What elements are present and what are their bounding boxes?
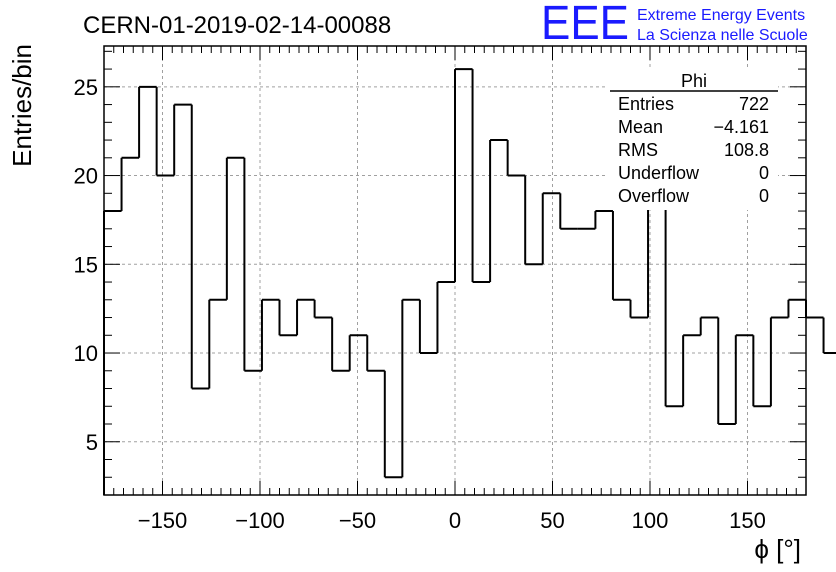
stats-name: Phi	[681, 71, 707, 91]
x-tick-label: −150	[138, 508, 188, 533]
logo-mark: EEE	[541, 0, 629, 50]
stats-value-entries: 722	[739, 94, 769, 114]
x-tick-label: 0	[449, 508, 461, 533]
stats-label-underflow: Underflow	[618, 163, 700, 183]
x-tick-label: 150	[729, 508, 766, 533]
logo-line1: Extreme Energy Events	[637, 7, 805, 24]
x-tick-label: −100	[235, 508, 285, 533]
y-tick-label: 25	[74, 75, 98, 100]
logo-line2: La Scienza nelle Scuole	[637, 27, 808, 44]
stats-value-mean: −4.161	[713, 117, 769, 137]
y-tick-label: 20	[74, 164, 98, 189]
stats-label-entries: Entries	[618, 94, 674, 114]
x-tick-label: 100	[632, 508, 669, 533]
y-tick-label: 10	[74, 341, 98, 366]
stats-value-overflow: 0	[759, 186, 769, 206]
stats-value-underflow: 0	[759, 163, 769, 183]
y-axis-title: Entries/bin	[7, 44, 37, 167]
stats-box: Phi Entries 722 Mean −4.161 RMS 108.8 Un…	[608, 70, 778, 210]
stats-label-rms: RMS	[618, 140, 658, 160]
eee-logo: EEE Extreme Energy Events La Scienza nel…	[541, 0, 808, 50]
x-tick-label: −50	[339, 508, 376, 533]
y-tick-label: 5	[86, 430, 98, 455]
stats-label-overflow: Overflow	[618, 186, 690, 206]
chart-title: CERN-01-2019-02-14-00088	[83, 12, 391, 39]
tick-labels: −150 −100 −50 0 50 100 150 5 10 15 20 25	[74, 75, 766, 533]
x-tick-label: 50	[540, 508, 564, 533]
stats-value-rms: 108.8	[724, 140, 769, 160]
stats-label-mean: Mean	[618, 117, 663, 137]
axis-ticks	[104, 46, 806, 496]
y-tick-label: 15	[74, 252, 98, 277]
x-axis-title: ϕ [°]	[754, 534, 801, 564]
